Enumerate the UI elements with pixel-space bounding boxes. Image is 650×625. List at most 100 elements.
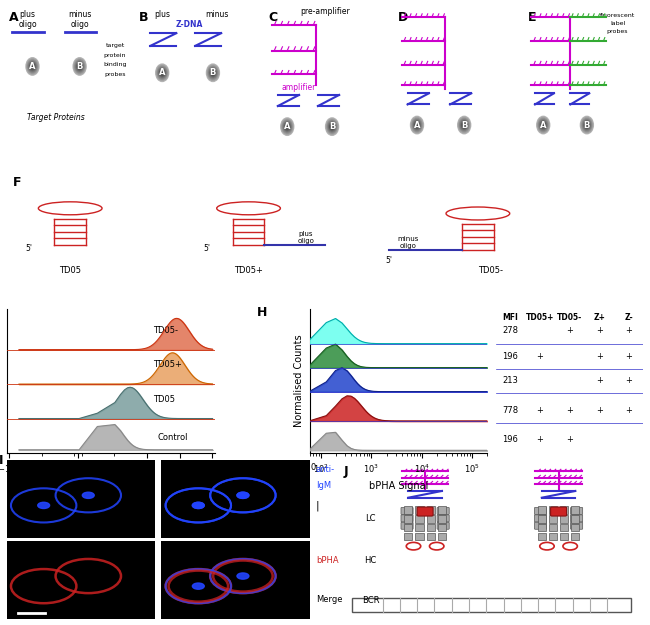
Text: anti-: anti- — [316, 465, 335, 474]
Circle shape — [414, 121, 421, 129]
Text: Merge: Merge — [316, 595, 343, 604]
Circle shape — [212, 72, 214, 74]
Circle shape — [580, 116, 593, 134]
Circle shape — [287, 126, 288, 128]
Text: Target Proteins: Target Proteins — [27, 113, 85, 123]
Circle shape — [583, 119, 591, 131]
Text: TD05: TD05 — [59, 266, 81, 275]
Circle shape — [411, 116, 424, 134]
Bar — [426, 506, 435, 514]
Circle shape — [77, 63, 82, 70]
FancyBboxPatch shape — [437, 522, 449, 529]
Circle shape — [416, 124, 418, 126]
Circle shape — [586, 124, 588, 126]
Text: TD05-: TD05- — [478, 266, 503, 275]
Bar — [415, 515, 424, 522]
Text: binding: binding — [103, 62, 127, 68]
Text: amplifier: amplifier — [282, 83, 317, 92]
Text: +: + — [566, 326, 573, 335]
Circle shape — [585, 123, 588, 127]
Text: probes: probes — [607, 29, 629, 34]
Bar — [404, 515, 413, 522]
Circle shape — [211, 69, 215, 76]
Circle shape — [463, 124, 465, 126]
FancyBboxPatch shape — [534, 522, 547, 529]
Text: pre-amplifier: pre-amplifier — [300, 7, 350, 16]
FancyBboxPatch shape — [437, 508, 449, 514]
Text: label: label — [610, 21, 625, 26]
Circle shape — [210, 68, 216, 77]
Text: plus: plus — [20, 11, 36, 19]
Text: +: + — [566, 435, 573, 444]
FancyBboxPatch shape — [401, 508, 413, 514]
Text: 778: 778 — [502, 406, 519, 416]
Circle shape — [192, 503, 204, 509]
Text: MFI: MFI — [502, 313, 518, 322]
Bar — [538, 515, 546, 522]
Text: bPHA: bPHA — [316, 556, 339, 565]
Text: +: + — [625, 406, 632, 416]
Bar — [560, 532, 568, 540]
Bar — [437, 506, 446, 514]
Circle shape — [27, 60, 37, 73]
Circle shape — [327, 120, 337, 133]
Bar — [560, 515, 568, 522]
Text: D: D — [398, 11, 408, 24]
Circle shape — [209, 68, 217, 78]
FancyBboxPatch shape — [534, 515, 547, 522]
Bar — [549, 506, 557, 514]
Text: 278: 278 — [502, 326, 518, 335]
Bar — [560, 506, 568, 514]
Text: A: A — [29, 62, 36, 71]
Text: I: I — [0, 454, 3, 467]
FancyBboxPatch shape — [401, 515, 413, 522]
Circle shape — [237, 492, 249, 498]
Circle shape — [540, 121, 547, 129]
Text: minus: minus — [205, 11, 228, 19]
Text: LC: LC — [365, 514, 376, 522]
Circle shape — [30, 63, 35, 70]
Y-axis label: Normalised Counts: Normalised Counts — [294, 334, 304, 428]
Circle shape — [78, 64, 81, 69]
Bar — [571, 506, 579, 514]
Circle shape — [460, 119, 468, 131]
Text: 5': 5' — [25, 244, 32, 253]
Text: TD05+: TD05+ — [153, 360, 182, 369]
Bar — [549, 524, 557, 531]
Text: A: A — [414, 121, 421, 129]
Bar — [437, 532, 446, 540]
Circle shape — [411, 118, 422, 132]
Text: TD05-: TD05- — [557, 313, 582, 322]
Y-axis label: Normalised Counts: Normalised Counts — [0, 334, 1, 428]
Circle shape — [283, 121, 291, 132]
Text: oligo: oligo — [399, 243, 416, 249]
Circle shape — [160, 69, 164, 76]
Circle shape — [458, 118, 470, 132]
Circle shape — [330, 124, 333, 129]
Circle shape — [285, 123, 290, 130]
Text: |: | — [316, 500, 319, 511]
Bar — [415, 532, 424, 540]
Text: HC: HC — [365, 556, 376, 566]
Circle shape — [75, 60, 84, 73]
Text: oligo: oligo — [298, 238, 315, 244]
Text: F: F — [13, 176, 21, 189]
Circle shape — [415, 122, 419, 128]
Circle shape — [330, 123, 335, 130]
Circle shape — [158, 68, 166, 78]
Circle shape — [73, 58, 86, 75]
Bar — [426, 532, 435, 540]
FancyBboxPatch shape — [571, 508, 582, 514]
Text: TD05+: TD05+ — [234, 266, 263, 275]
Circle shape — [156, 64, 169, 81]
Text: B: B — [584, 121, 590, 129]
Text: +: + — [595, 326, 603, 335]
Bar — [415, 524, 424, 531]
Circle shape — [582, 119, 592, 132]
Bar — [437, 515, 446, 522]
Circle shape — [208, 66, 218, 79]
Circle shape — [415, 123, 419, 127]
Circle shape — [332, 126, 333, 128]
Text: B: B — [77, 62, 83, 71]
Text: A: A — [540, 121, 547, 129]
